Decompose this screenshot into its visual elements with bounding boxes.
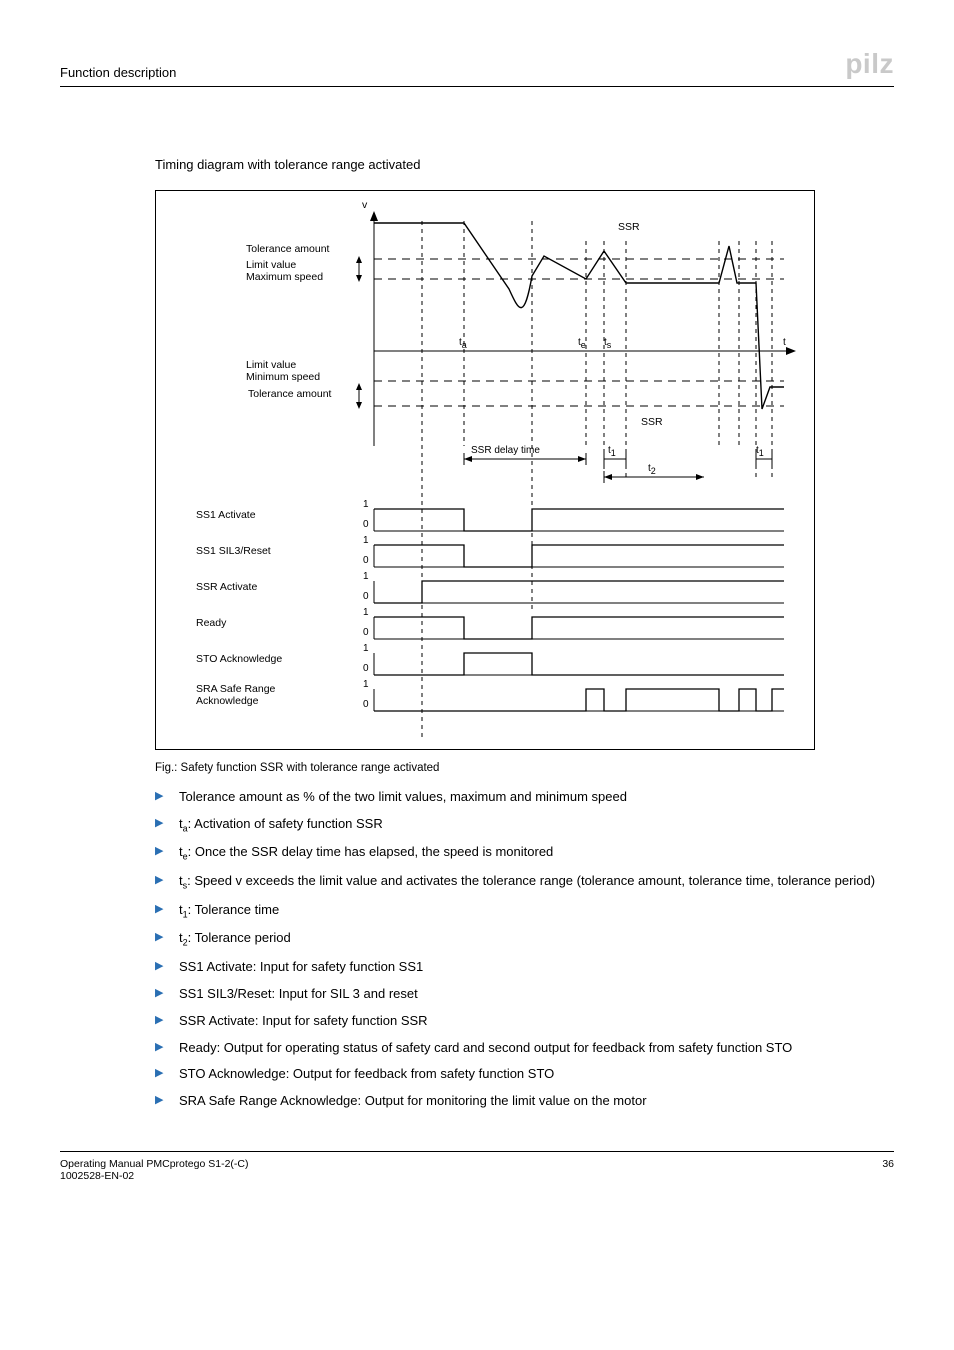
bullet-10: Ready: Output for operating status of sa… — [155, 1039, 894, 1058]
bullet-4: ts: Speed v exceeds the limit value and … — [155, 872, 894, 893]
lbl-limit-max1: Limit value — [246, 259, 296, 271]
lbl-ts: ts — [604, 337, 611, 350]
bullet-1: Tolerance amount as % of the two limit v… — [155, 788, 894, 807]
lbl-sra-ack2: Acknowledge — [196, 695, 258, 707]
d1c: 1 — [363, 571, 369, 582]
lbl-ready: Ready — [196, 617, 226, 629]
d0c: 0 — [363, 591, 369, 602]
lbl-ssr-top: SSR — [618, 221, 640, 233]
figure-caption: Fig.: Safety function SSR with tolerance… — [155, 762, 894, 774]
lbl-ta: ta — [459, 337, 467, 350]
bullet-6: t2: Tolerance period — [155, 929, 894, 950]
d0f: 0 — [363, 699, 369, 710]
d1f: 1 — [363, 679, 369, 690]
lbl-sra-ack1: SRA Safe Range — [196, 683, 275, 695]
bullet-7: SS1 Activate: Input for safety function … — [155, 958, 894, 977]
bullet-2: ta: Activation of safety function SSR — [155, 815, 894, 836]
lbl-ss1-sil: SS1 SIL3/Reset — [196, 545, 271, 557]
lbl-ssr-bot: SSR — [641, 416, 663, 428]
lbl-limit-min2: Minimum speed — [246, 371, 320, 383]
bullet-11: STO Acknowledge: Output for feedback fro… — [155, 1065, 894, 1084]
lbl-t: t — [783, 337, 786, 348]
lbl-ssr-delay: SSR delay time — [471, 445, 540, 456]
d0d: 0 — [363, 627, 369, 638]
lbl-tol-amount-top: Tolerance amount — [246, 243, 329, 255]
lbl-te: te — [578, 337, 586, 350]
footer-left: Operating Manual PMCprotego S1-2(-C) 100… — [60, 1158, 249, 1182]
page-number: 36 — [882, 1158, 894, 1182]
intro-caption: Timing diagram with tolerance range acti… — [155, 157, 894, 172]
d0e: 0 — [363, 663, 369, 674]
d1e: 1 — [363, 643, 369, 654]
d1a: 1 — [363, 499, 369, 510]
lbl-limit-max2: Maximum speed — [246, 271, 323, 283]
lbl-tol-amount-bot: Tolerance amount — [248, 388, 331, 400]
page-footer: Operating Manual PMCprotego S1-2(-C) 100… — [60, 1151, 894, 1182]
bullet-5: t1: Tolerance time — [155, 901, 894, 922]
bullet-8: SS1 SIL3/Reset: Input for SIL 3 and rese… — [155, 985, 894, 1004]
bullet-list: Tolerance amount as % of the two limit v… — [155, 788, 894, 1111]
footer-rule — [60, 1151, 894, 1152]
lbl-limit-min1: Limit value — [246, 359, 296, 371]
bullet-9: SSR Activate: Input for safety function … — [155, 1012, 894, 1031]
lbl-t2: t2 — [648, 463, 656, 476]
timing-diagram: v Tolerance amount Limit value Maximum s… — [155, 190, 815, 750]
d0b: 0 — [363, 555, 369, 566]
d1b: 1 — [363, 535, 369, 546]
bullet-3: te: Once the SSR delay time has elapsed,… — [155, 843, 894, 864]
section-title: Function description — [60, 65, 176, 80]
lbl-v: v — [362, 199, 367, 211]
d0a: 0 — [363, 519, 369, 530]
lbl-ss1-act: SS1 Activate — [196, 509, 256, 521]
lbl-t1a: t1 — [608, 445, 616, 458]
header-rule — [60, 86, 894, 87]
lbl-ssr-act: SSR Activate — [196, 581, 257, 593]
bullet-12: SRA Safe Range Acknowledge: Output for m… — [155, 1092, 894, 1111]
lbl-t1b: t1 — [756, 445, 764, 458]
d1d: 1 — [363, 607, 369, 618]
lbl-sto-ack: STO Acknowledge — [196, 653, 282, 665]
brand-logo: pilz — [845, 48, 894, 80]
